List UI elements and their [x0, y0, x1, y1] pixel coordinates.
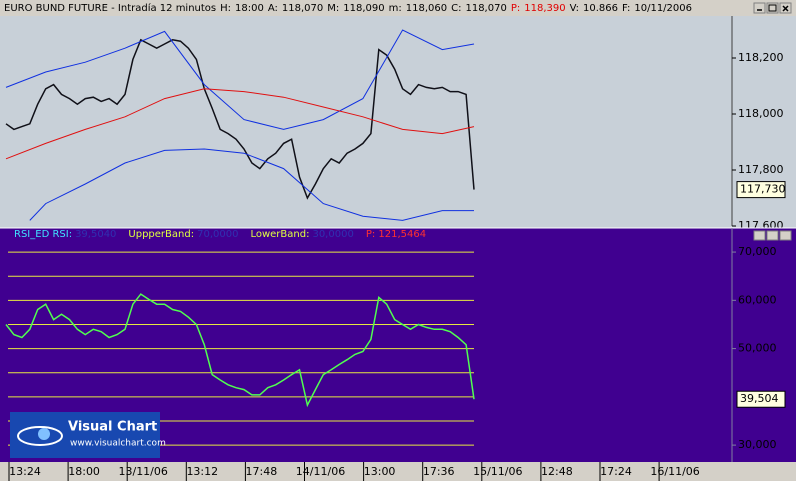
y-tick-label: 30,000 — [738, 438, 777, 451]
legend-value: 70,0000 — [197, 229, 238, 240]
logo-name: Visual Chart — [68, 420, 157, 435]
price-panel — [0, 16, 796, 228]
header-text: m: — [389, 3, 402, 14]
header-text: P: — [511, 3, 520, 14]
window-buttons[interactable] — [753, 2, 792, 14]
header-text: 118,390 — [524, 3, 565, 14]
y-tick-label: 70,000 — [738, 245, 777, 258]
header: EURO BUND FUTURE - Intradía 12 minutos H:… — [4, 2, 692, 14]
time-label: 17:24 — [600, 465, 632, 478]
band-line — [29, 148, 474, 221]
header-text: F: — [622, 3, 630, 14]
header-text: V: — [570, 3, 579, 14]
header-text: 118,070 — [465, 3, 506, 14]
logo-ball — [38, 428, 50, 440]
legend-value: 39,5040 — [75, 229, 116, 240]
time-label: 16/11/06 — [650, 465, 699, 478]
legend-value: 30,0000 — [312, 229, 353, 240]
band-line — [5, 88, 475, 160]
header-text: EURO BUND FUTURE - Intradía 12 minutos — [4, 2, 216, 14]
legend-label: P: 121,5464 — [366, 229, 426, 240]
y-tick-label: 118,200 — [738, 51, 784, 64]
minimize-button[interactable] — [753, 230, 766, 241]
band-line — [5, 29, 475, 130]
header-text: C: — [451, 3, 461, 14]
time-label: 12:48 — [541, 465, 573, 478]
time-label: 17:36 — [423, 465, 455, 478]
main-line — [5, 293, 475, 408]
time-label: 14/11/06 — [296, 465, 345, 478]
logo-url: www.visualchart.com — [70, 439, 166, 449]
header-text: 118,070 — [282, 3, 323, 14]
close-button[interactable] — [779, 230, 792, 241]
header-text: 10/11/2006 — [634, 3, 692, 14]
window-buttons[interactable] — [753, 230, 792, 241]
header-text: 118,060 — [406, 3, 447, 14]
header-text: A: — [268, 3, 278, 14]
y-tick-label: 50,000 — [738, 342, 777, 355]
maximize-button[interactable] — [766, 230, 779, 241]
y-tick-label: 118,000 — [738, 107, 784, 120]
logo-box — [10, 412, 160, 458]
title-bar — [0, 0, 796, 16]
logo: Visual Chart www.visualchart.com — [10, 412, 166, 458]
last-value-box — [736, 181, 786, 199]
header-text: 118,090 — [343, 3, 384, 14]
time-label: 17:48 — [246, 465, 278, 478]
header-text: H: — [220, 3, 231, 14]
time-axis-labels: 13:24 18:00 13/11/06 13:12 17:48 14/11/06 13:0… — [8, 462, 700, 481]
maximize-button[interactable] — [766, 2, 779, 14]
time-label: 13:24 — [9, 465, 41, 478]
header-text: 10.866 — [583, 3, 618, 14]
time-label: 15/11/06 — [473, 465, 522, 478]
legend-label: UppperBand: — [128, 229, 194, 240]
icon — [782, 5, 789, 12]
y-tick-label: 117,800 — [738, 163, 784, 176]
last-value-label: 39,504 — [740, 392, 779, 405]
main-line — [5, 38, 475, 200]
y-tick-label: 60,000 — [738, 293, 777, 306]
rsi-legend: RSI_ED RSI: 39,5040 UppperBand: 70,0000 Lowe… — [14, 229, 426, 240]
time-label: 13:12 — [186, 465, 218, 478]
last-value-box — [736, 390, 786, 408]
time-label: 13:00 — [364, 465, 396, 478]
header-text: M: — [327, 3, 339, 14]
last-value-label: 117,730 — [740, 183, 786, 196]
time-label: 13/11/06 — [118, 465, 167, 478]
icon — [768, 4, 777, 12]
minimize-button[interactable] — [753, 2, 766, 14]
legend-label: LowerBand: — [250, 229, 309, 240]
header-text: 18:00 — [235, 3, 264, 14]
time-label: 18:00 — [68, 465, 100, 478]
logo-swoosh — [17, 426, 63, 446]
legend-label: RSI_ED RSI: — [14, 229, 72, 240]
time-axis — [0, 462, 796, 481]
